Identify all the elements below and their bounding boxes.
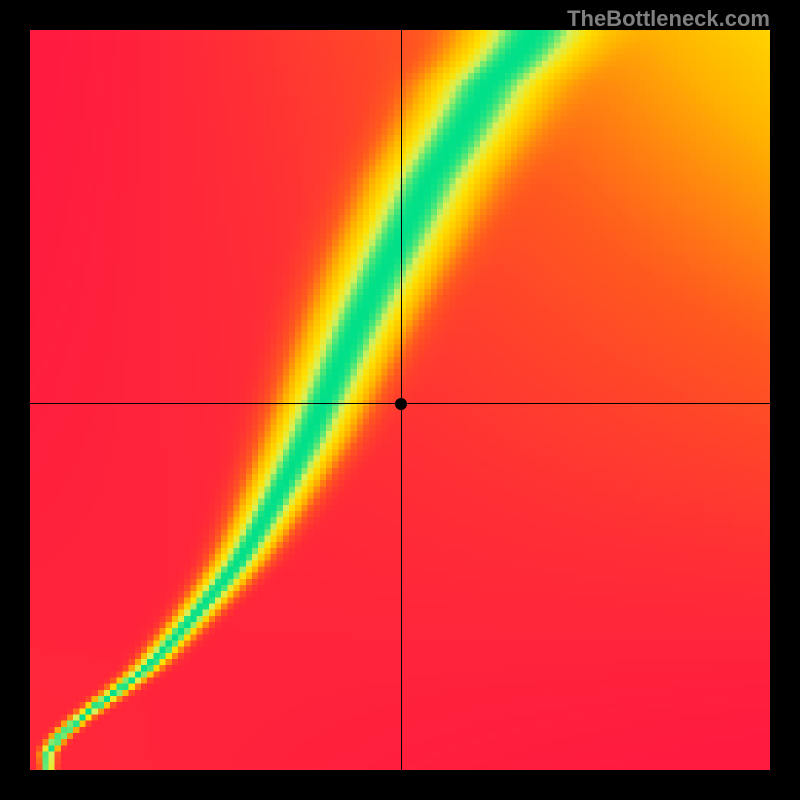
watermark-text: TheBottleneck.com (567, 6, 770, 32)
chart-container: TheBottleneck.com (0, 0, 800, 800)
